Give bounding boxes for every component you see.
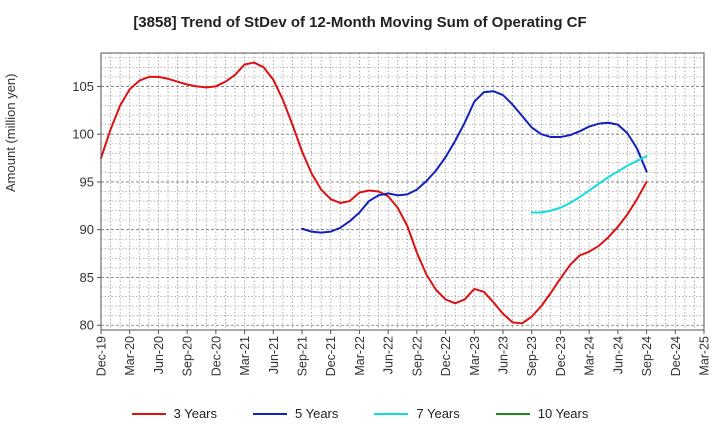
legend-swatch <box>495 412 530 415</box>
y-tick-label: 95 <box>80 174 94 189</box>
legend-swatch <box>374 412 409 415</box>
y-tick-label: 85 <box>80 270 94 285</box>
series-line-7-years <box>530 155 648 214</box>
x-tick-label: Dec-21 <box>324 336 338 376</box>
legend-label: 10 Years <box>537 406 589 421</box>
x-tick-label: Jun-22 <box>382 336 396 374</box>
x-tick-label: Jun-20 <box>152 336 166 374</box>
chart-title: [3858] Trend of StDev of 12-Month Moving… <box>133 14 587 31</box>
x-tick-label: Dec-24 <box>669 336 683 376</box>
grid-layer <box>100 53 705 330</box>
legend-label: 3 Years <box>173 406 217 421</box>
x-tick-label: Jun-24 <box>611 336 625 374</box>
x-tick-label: Mar-20 <box>123 336 137 376</box>
x-tick-label: Dec-22 <box>439 336 453 376</box>
x-tick-label: Dec-20 <box>209 336 223 376</box>
series-line-5-years <box>301 90 648 234</box>
x-tick-label: Mar-21 <box>238 336 252 376</box>
x-tick-label: Sep-23 <box>525 336 539 376</box>
legend-item-3-years: 3 Years <box>131 406 217 421</box>
x-tick-label: Jun-23 <box>497 336 511 374</box>
x-tick-label: Sep-22 <box>410 336 424 376</box>
x-tick-label: Sep-24 <box>640 336 654 376</box>
y-tick-label: 80 <box>80 318 94 333</box>
x-tick-label: Mar-25 <box>698 336 712 376</box>
series-layer <box>100 61 648 325</box>
x-tick-label: Dec-19 <box>95 336 109 376</box>
x-tick-label: Mar-23 <box>468 336 482 376</box>
y-tick-label: 90 <box>80 222 94 237</box>
x-tick-label: Mar-22 <box>353 336 367 376</box>
x-tick-label: Mar-24 <box>583 336 597 376</box>
legend-swatch <box>131 412 166 415</box>
x-tick-label: Sep-21 <box>296 336 310 376</box>
legend-item-7-years: 7 Years <box>374 406 460 421</box>
legend-item-5-years: 5 Years <box>253 406 338 421</box>
y-tick-label: 105 <box>72 79 94 94</box>
legend-item-10-years: 10 Years <box>495 406 589 421</box>
legend-label: 5 Years <box>295 406 339 421</box>
x-tick-label: Dec-23 <box>554 336 568 376</box>
x-tick-label: Sep-20 <box>181 336 195 376</box>
tick-layer: 80 85 90 95 100 105 Dec-19 Mar-20 Jun-20 Sep-20 De… <box>72 79 711 376</box>
plot-frame <box>100 52 705 331</box>
legend-swatch <box>253 412 287 415</box>
legend-label: 7 Years <box>416 406 460 421</box>
y-tick-label: 100 <box>72 127 94 142</box>
legend: 3 Years 5 Years 7 Years 10 Years <box>0 406 720 421</box>
series-line-3-years <box>100 61 648 325</box>
x-tick-label: Jun-21 <box>267 336 281 374</box>
